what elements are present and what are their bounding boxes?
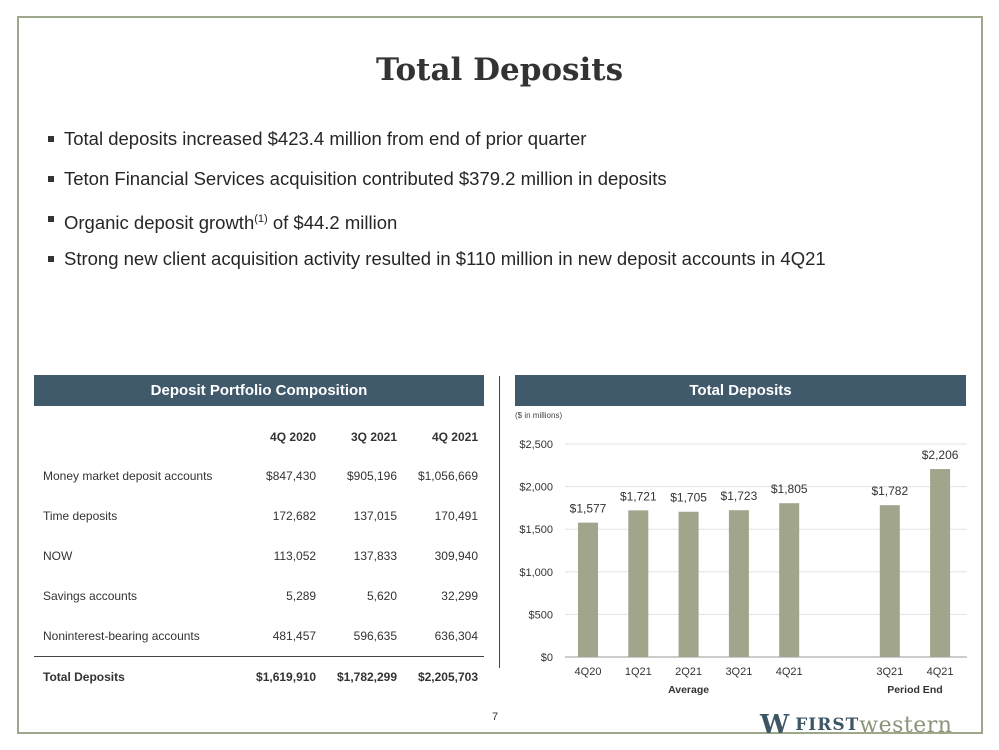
x-tick-label: 2Q21 bbox=[675, 666, 702, 678]
cell-value: $1,056,669 bbox=[417, 469, 478, 483]
cell-value: 481,457 bbox=[272, 629, 317, 643]
row-label: Money market deposit accounts bbox=[43, 469, 213, 483]
table-panel-header: Deposit Portfolio Composition bbox=[34, 375, 484, 406]
panel-divider bbox=[499, 376, 500, 668]
table-row: Time deposits 172,682 137,015 170,491 bbox=[34, 496, 484, 536]
logo-text-light: western bbox=[859, 712, 953, 738]
data-label: $1,805 bbox=[771, 482, 808, 496]
logo-text-bold: FIRST bbox=[795, 715, 860, 735]
cell-value: 170,491 bbox=[434, 509, 478, 523]
x-tick-label: 4Q20 bbox=[575, 666, 602, 678]
cell-value: 5,289 bbox=[286, 589, 317, 603]
x-tick-label: 3Q21 bbox=[876, 666, 903, 678]
bullet-text: Organic deposit growth bbox=[64, 212, 255, 234]
column-header: 4Q 2021 bbox=[431, 430, 478, 444]
y-tick-label: $2,500 bbox=[519, 439, 553, 451]
bar bbox=[879, 505, 900, 657]
table-row: NOW 113,052 137,833 309,940 bbox=[34, 536, 484, 576]
y-tick-label: $1,500 bbox=[519, 524, 553, 536]
data-label: $1,705 bbox=[670, 491, 707, 505]
x-tick-label: 4Q21 bbox=[927, 666, 954, 678]
total-deposits-bar-chart: ($ in millions) $0 $500 $1,000 $1,500 $2,000… bbox=[515, 411, 967, 696]
cell-value: 5,620 bbox=[367, 589, 398, 603]
column-header: 3Q 2021 bbox=[350, 430, 398, 444]
column-header: 4Q 2020 bbox=[270, 430, 317, 444]
x-tick-label: 4Q21 bbox=[776, 666, 803, 678]
cell-value: $905,196 bbox=[346, 469, 398, 483]
data-label: $2,206 bbox=[922, 448, 959, 462]
row-label: Noninterest-bearing accounts bbox=[43, 629, 200, 643]
cell-value: 137,015 bbox=[353, 509, 398, 523]
slide-frame bbox=[17, 16, 983, 734]
bullet-list: Total deposits increased $423.4 million … bbox=[48, 126, 826, 286]
deposit-composition-table: 4Q 2020 3Q 2021 4Q 2021 Money market dep… bbox=[34, 418, 484, 697]
total-label: Total Deposits bbox=[34, 656, 242, 697]
data-label: $1,723 bbox=[721, 489, 758, 503]
page-number: 7 bbox=[492, 711, 499, 723]
slide-title: Total Deposits bbox=[375, 52, 624, 88]
cell-value: 309,940 bbox=[434, 549, 478, 563]
y-tick-label: $500 bbox=[529, 609, 553, 621]
row-label: NOW bbox=[43, 549, 73, 563]
cell-value: $847,430 bbox=[266, 469, 317, 483]
total-value: $1,619,910 bbox=[241, 656, 323, 697]
table-row: Savings accounts 5,289 5,620 32,299 bbox=[34, 576, 484, 616]
bullet-text: of $44.2 million bbox=[267, 212, 398, 234]
cell-value: 32,299 bbox=[441, 589, 478, 603]
cell-value: 172,682 bbox=[272, 509, 317, 523]
table-header-row: 4Q 2020 3Q 2021 4Q 2021 bbox=[34, 418, 484, 456]
company-logo: W FIRST western bbox=[760, 712, 952, 738]
cell-value: 137,833 bbox=[353, 549, 398, 563]
bar bbox=[930, 469, 951, 657]
table-row: Money market deposit accounts $847,430 $… bbox=[34, 456, 484, 496]
bullet-item: Total deposits increased $423.4 million … bbox=[48, 126, 826, 166]
bullet-item: Strong new client acquisition activity r… bbox=[48, 246, 826, 286]
total-value: $1,782,299 bbox=[322, 656, 404, 697]
table-row: Noninterest-bearing accounts 481,457 596… bbox=[34, 616, 484, 657]
row-label: Savings accounts bbox=[43, 589, 138, 603]
cell-value: 596,635 bbox=[353, 629, 398, 643]
data-label: $1,577 bbox=[570, 502, 607, 516]
row-label: Time deposits bbox=[43, 509, 118, 523]
header-blank bbox=[34, 418, 241, 456]
footnote-ref: (1) bbox=[254, 213, 268, 225]
y-tick-label: $0 bbox=[541, 652, 553, 664]
logo-mark-icon: W bbox=[760, 710, 790, 740]
group-label: Average bbox=[668, 684, 709, 696]
total-value: $2,205,703 bbox=[403, 656, 484, 697]
data-label: $1,782 bbox=[871, 484, 908, 498]
bar bbox=[578, 522, 598, 657]
y-tick-label: $1,000 bbox=[519, 567, 553, 579]
bullet-item: Teton Financial Services acquisition con… bbox=[48, 166, 826, 206]
bullet-item: Organic deposit growth(1) of $44.2 milli… bbox=[48, 206, 826, 246]
bar bbox=[728, 510, 749, 657]
bar bbox=[678, 511, 699, 657]
x-tick-label: 3Q21 bbox=[725, 666, 752, 678]
chart-panel-header: Total Deposits bbox=[515, 375, 966, 406]
cell-value: 636,304 bbox=[434, 629, 478, 643]
cell-value: 113,052 bbox=[273, 549, 317, 563]
group-label: Period End bbox=[887, 684, 942, 696]
unit-note: ($ in millions) bbox=[515, 411, 562, 420]
y-tick-label: $2,000 bbox=[519, 482, 553, 494]
bar bbox=[779, 503, 800, 657]
x-tick-label: 1Q21 bbox=[625, 666, 652, 678]
bar bbox=[628, 510, 649, 657]
total-row: Total Deposits $1,619,910 $1,782,299 $2,… bbox=[34, 656, 484, 697]
data-label: $1,721 bbox=[620, 489, 657, 503]
